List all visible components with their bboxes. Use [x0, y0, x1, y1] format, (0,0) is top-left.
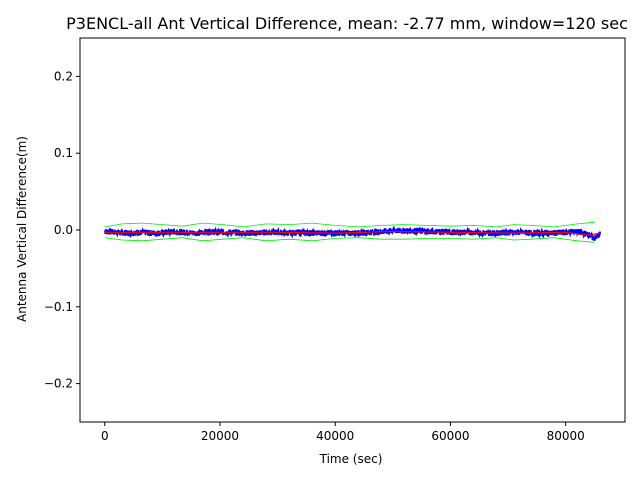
plot-area — [79, 37, 626, 423]
y-tick-label: 0.0 — [54, 223, 73, 237]
y-tick-label: 0.1 — [54, 146, 73, 160]
y-tick-label: 0.2 — [54, 69, 73, 83]
series-lower-envelope-line — [104, 237, 595, 243]
y-tick-label: −0.1 — [44, 300, 73, 314]
y-axis-label: Antenna Vertical Difference(m) — [15, 136, 29, 322]
chart-title: P3ENCL-all Ant Vertical Difference, mean… — [66, 14, 628, 33]
x-tick-label: 80000 — [547, 429, 585, 443]
x-axis-label: Time (sec) — [319, 452, 383, 466]
x-axis: 0 20000 40000 60000 80000 — [101, 422, 585, 443]
y-tick-label: −0.2 — [44, 377, 73, 391]
x-tick-label: 60000 — [431, 429, 469, 443]
series-layer — [104, 221, 601, 243]
x-tick-label: 40000 — [316, 429, 354, 443]
series-mean-line — [104, 230, 601, 237]
x-tick-label: 0 — [101, 429, 109, 443]
y-axis: 0.2 0.1 0.0 −0.1 −0.2 — [44, 69, 80, 391]
x-tick-label: 20000 — [201, 429, 239, 443]
series-upper-envelope-line — [104, 221, 595, 228]
